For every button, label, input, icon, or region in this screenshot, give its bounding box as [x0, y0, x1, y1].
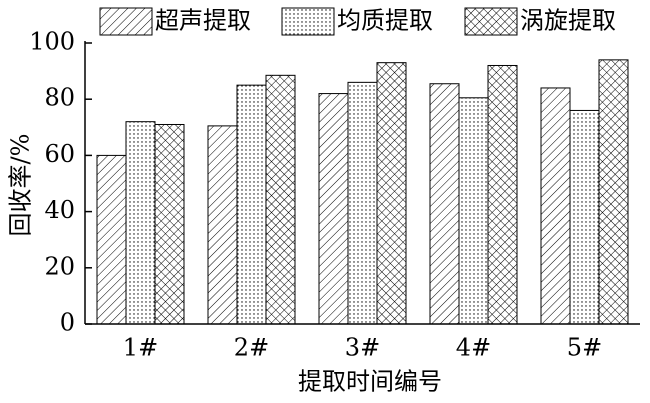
y-tick-label: 100: [29, 28, 75, 56]
bar: [96, 154, 127, 325]
bar: [376, 62, 407, 325]
y-tick-label: 0: [60, 309, 75, 337]
bar: [598, 59, 629, 325]
legend-swatch: [464, 7, 518, 36]
bar: [125, 121, 156, 325]
y-tick-label: 40: [44, 196, 75, 224]
bar: [487, 64, 518, 325]
legend-swatch: [281, 7, 335, 36]
legend-label: 均质提取: [337, 7, 433, 35]
x-tick-label: 5#: [567, 334, 602, 362]
bar: [318, 93, 349, 325]
x-tick-label: 4#: [456, 334, 491, 362]
y-tick-label: 80: [44, 84, 75, 112]
bar: [265, 74, 296, 325]
bar: [207, 125, 238, 325]
bar: [236, 84, 267, 325]
legend-label: 涡旋提取: [520, 7, 616, 35]
bar: [540, 87, 571, 325]
x-tick-label: 3#: [345, 334, 380, 362]
bar: [569, 109, 600, 325]
x-axis-label: 提取时间编号: [298, 368, 442, 396]
y-tick-label: 60: [44, 140, 75, 168]
y-tick-label: 20: [44, 252, 75, 280]
bar: [458, 97, 489, 325]
bar: [429, 83, 460, 325]
x-tick-label: 2#: [234, 334, 269, 362]
legend-label: 超声提取: [155, 7, 251, 35]
x-tick-label: 1#: [123, 334, 158, 362]
y-axis-label: 回收率/%: [7, 134, 35, 237]
legend-swatch: [99, 7, 153, 36]
bar: [154, 123, 185, 325]
bar: [347, 81, 378, 325]
